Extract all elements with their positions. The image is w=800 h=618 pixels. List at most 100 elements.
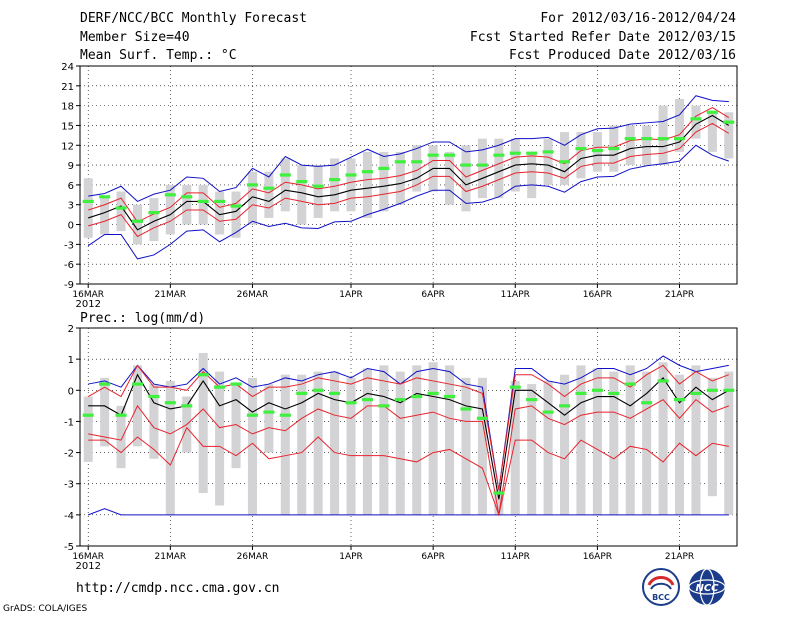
prec-ytick-label: -5 xyxy=(64,542,74,553)
temp-spread-box xyxy=(83,178,93,238)
temp-climatology-mark xyxy=(427,153,439,157)
temp-ytick-label: -9 xyxy=(64,280,74,291)
temp-climatology-mark xyxy=(657,137,669,141)
prec-climatology-mark xyxy=(279,413,291,417)
temp-climatology-mark xyxy=(378,166,390,170)
prec-ytick-label: -1 xyxy=(64,417,74,428)
prec-spread-box xyxy=(362,368,372,515)
temp-frame xyxy=(79,65,738,285)
temp-spread-box xyxy=(691,105,701,139)
temp-ytick-label: -6 xyxy=(64,260,74,271)
temp-climatology-mark xyxy=(148,211,160,215)
prec-climatology-mark xyxy=(99,382,111,386)
temp-climatology-mark xyxy=(329,178,341,182)
prec-frame xyxy=(79,327,738,547)
prec-xtick-label: 1APR xyxy=(339,552,363,562)
prec-outer-lower-line xyxy=(88,508,729,516)
temp-inner-lower-line xyxy=(88,122,730,238)
prec-spread-box xyxy=(461,377,471,515)
prec-climatology-mark xyxy=(411,394,423,399)
prec-spread-box xyxy=(149,384,159,459)
temp-spread-box xyxy=(297,165,307,225)
temp-ytick-label: 0 xyxy=(68,221,74,232)
temp-climatology-mark xyxy=(641,137,653,141)
temp-spread-box xyxy=(576,132,586,179)
temp-climatology-mark xyxy=(706,110,718,114)
temp-spread-box xyxy=(149,198,159,242)
temp-climatology-mark xyxy=(476,163,488,167)
prec-climatology-mark xyxy=(444,394,456,399)
temp-spread-box xyxy=(461,145,471,212)
prec-climatology-mark xyxy=(559,404,571,408)
prec-ytick-label: 2 xyxy=(68,324,74,335)
prec-inner-upper-line xyxy=(87,364,729,491)
prec-climatology-mark xyxy=(526,398,538,402)
temp-spread-box xyxy=(527,151,537,199)
prec-spread-box xyxy=(116,405,126,469)
prec-climatology-mark xyxy=(690,391,702,395)
prec-xtick-label: 11APR xyxy=(501,552,530,562)
member-size: Member Size=40 xyxy=(80,30,190,45)
figure-title: DERF/NCC/BCC Monthly Forecast xyxy=(80,11,307,26)
temp-ytick-label: 15 xyxy=(61,121,74,132)
temp-ytick-label: -3 xyxy=(64,240,74,251)
prec-climatology-mark xyxy=(296,391,308,395)
temp-climatology-mark xyxy=(345,173,357,177)
temp-spread-box xyxy=(116,191,126,232)
temp-spread-box xyxy=(280,158,290,212)
temp-climatology-mark xyxy=(131,219,144,223)
temp-climatology-mark xyxy=(279,173,291,177)
prec-spread-box xyxy=(642,371,652,515)
prec-climatology-mark xyxy=(476,416,488,420)
prec-climatology-mark xyxy=(723,388,735,392)
temp-climatology-mark xyxy=(575,146,587,151)
temp-spread-box xyxy=(395,151,405,205)
prec-spread-box xyxy=(83,396,93,462)
prec-climatology-mark xyxy=(148,394,160,399)
prec-climatology-mark xyxy=(263,410,275,414)
prec-climatology-mark xyxy=(361,398,373,402)
temp-xtick-label: 16APR xyxy=(583,290,612,300)
prec-climatology-mark xyxy=(641,401,653,405)
prec-spread-box xyxy=(658,362,668,515)
temp-climatology-mark xyxy=(246,183,258,187)
temp-xtick-label: 26MAR xyxy=(237,290,269,300)
prec-climatology-mark xyxy=(608,391,620,395)
temp-ensemble-mean-line xyxy=(88,114,730,231)
prec-spread-box xyxy=(543,380,553,515)
temp-climatology-mark xyxy=(493,153,505,157)
temp-climatology-mark xyxy=(312,184,324,188)
temp-climatology-mark xyxy=(411,160,423,164)
temp-climatology-mark xyxy=(673,137,686,141)
start-date: Fcst Started Refer Date 2012/03/15 xyxy=(469,30,736,45)
temp-ytick-label: 18 xyxy=(61,102,74,113)
prec-climatology-mark xyxy=(509,385,521,389)
ncc-logo-icon: NCC xyxy=(688,568,726,606)
prec-climatology-mark xyxy=(493,491,505,495)
prec-spread-box xyxy=(264,384,274,453)
prec-spread-box xyxy=(346,377,356,515)
temp-climatology-mark xyxy=(542,150,554,154)
prec-ytick-label: 1 xyxy=(68,355,74,366)
source-url[interactable]: http://cmdp.ncc.cma.gov.cn xyxy=(76,581,280,596)
prec-climatology-mark xyxy=(394,398,406,402)
temp-spread-box xyxy=(494,138,504,199)
prec-xtick-label: 21APR xyxy=(665,552,694,562)
prec-xtick-year: 2012 xyxy=(75,561,100,572)
temp-xtick-year: 2012 xyxy=(75,299,100,310)
prec-spread-box xyxy=(198,352,208,494)
prec-panel-title: Prec.: log(mm/d) xyxy=(80,311,205,326)
temp-climatology-mark xyxy=(526,151,538,155)
temp-outer-upper-line xyxy=(88,95,729,203)
prec-ytick-label: 0 xyxy=(68,386,74,397)
temp-spread-box xyxy=(625,125,635,166)
temp-ytick-label: 24 xyxy=(61,62,74,73)
prec-xtick-label: 26MAR xyxy=(237,552,269,562)
prec-ytick-label: -2 xyxy=(64,449,74,460)
temp-climatology-mark xyxy=(723,120,735,124)
temp-climatology-mark xyxy=(444,153,456,157)
temp-spread-box xyxy=(100,198,110,235)
prec-spread-box xyxy=(609,371,619,515)
prec-spread-box xyxy=(379,365,389,515)
temp-spread-box xyxy=(346,158,356,212)
